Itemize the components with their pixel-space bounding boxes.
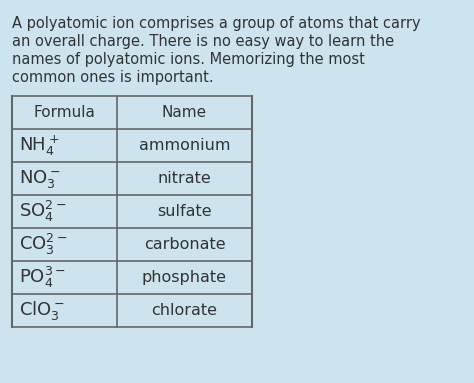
Text: an overall charge. There is no easy way to learn the: an overall charge. There is no easy way … <box>12 34 394 49</box>
Text: ammonium: ammonium <box>139 138 230 153</box>
Text: carbonate: carbonate <box>144 237 225 252</box>
Text: CO$_3^{2-}$: CO$_3^{2-}$ <box>19 232 68 257</box>
Text: chlorate: chlorate <box>152 303 218 318</box>
Text: NH$_4^+$: NH$_4^+$ <box>19 133 59 158</box>
Text: phosphate: phosphate <box>142 270 227 285</box>
Text: PO$_4^{3-}$: PO$_4^{3-}$ <box>19 265 66 290</box>
Text: SO$_4^{2-}$: SO$_4^{2-}$ <box>19 199 66 224</box>
Text: ClO$_3^-$: ClO$_3^-$ <box>19 299 64 322</box>
Text: Name: Name <box>162 105 207 120</box>
Text: NO$_3^-$: NO$_3^-$ <box>19 167 61 190</box>
Text: nitrate: nitrate <box>158 171 211 186</box>
Text: common ones is important.: common ones is important. <box>12 70 214 85</box>
Text: A polyatomic ion comprises a group of atoms that carry: A polyatomic ion comprises a group of at… <box>12 16 420 31</box>
Text: sulfate: sulfate <box>157 204 212 219</box>
Text: names of polyatomic ions. Memorizing the most: names of polyatomic ions. Memorizing the… <box>12 52 365 67</box>
Bar <box>12 96 252 327</box>
Text: Formula: Formula <box>34 105 95 120</box>
